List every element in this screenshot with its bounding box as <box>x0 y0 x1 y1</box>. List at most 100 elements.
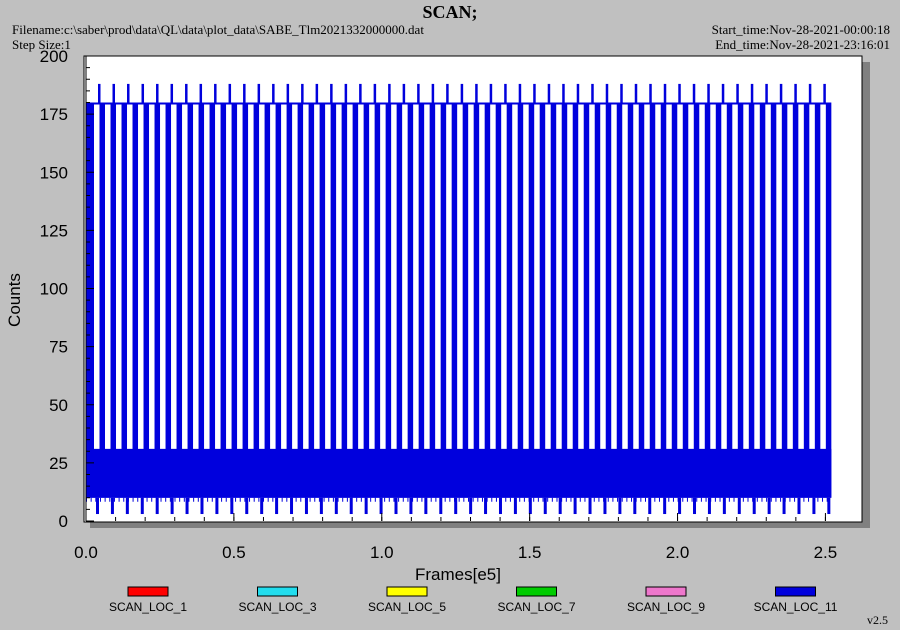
series-noise-tick <box>686 497 688 502</box>
series-gap <box>105 104 111 449</box>
series-noise-tick <box>351 497 353 502</box>
series-spike <box>243 83 246 103</box>
series-noise-tick <box>263 497 265 502</box>
series-noise-tick <box>677 497 679 502</box>
series-spike <box>286 83 290 103</box>
series-floor-tick <box>528 497 532 515</box>
series-spike <box>315 83 319 103</box>
series-noise-tick <box>430 497 432 502</box>
series-noise-tick <box>752 497 754 502</box>
series-floor-tick <box>200 497 204 515</box>
legend-swatch <box>645 586 687 597</box>
series-spike <box>446 83 449 103</box>
series-noise-tick <box>738 497 740 502</box>
axes-layer: 0 25 50 75 100 125 150 175 200 0.0 0.5 1.0 1.5 2.0 2.5 <box>40 47 838 562</box>
legend: SCAN_LOC_1 SCAN_LOC_3 SCAN_LOC_5 SCAN_LOC_7… <box>109 586 838 614</box>
series-noise-tick <box>645 497 647 502</box>
series-floor-tick <box>319 497 323 515</box>
series-noise-tick <box>658 497 660 502</box>
x-tick-label: 0.5 <box>222 543 246 562</box>
series-noise-tick <box>370 497 372 502</box>
series-noise-tick <box>780 497 782 502</box>
legend-entry: SCAN_LOC_5 <box>368 600 446 614</box>
series-gap <box>413 104 419 449</box>
series-noise-tick <box>440 497 442 502</box>
series-spike <box>634 83 638 103</box>
series-floor-tick <box>618 497 622 515</box>
series-noise-tick <box>342 497 344 502</box>
filename-label: Filename:c:\saber\prod\data\QL\data\plot… <box>12 22 424 37</box>
series-gap <box>424 104 430 449</box>
series-spike <box>489 83 493 103</box>
series-noise-tick <box>444 497 446 502</box>
series-spike <box>359 83 362 103</box>
series-floor-tick <box>245 497 249 515</box>
series-noise-tick <box>155 497 157 502</box>
series-floor-tick <box>409 497 413 515</box>
legend-swatch <box>516 586 557 597</box>
series-noise-tick <box>635 497 637 502</box>
series-spike <box>504 83 507 103</box>
series-floor-tick <box>633 497 637 515</box>
series-noise-tick <box>193 497 195 502</box>
series-gap <box>468 104 474 449</box>
series-noise-tick <box>649 497 651 502</box>
series-gap <box>743 104 749 449</box>
series-noise-tick <box>458 497 460 502</box>
series-floor-tick <box>513 497 517 515</box>
series-gap <box>677 104 683 449</box>
series-noise-tick <box>323 497 325 502</box>
series-noise-tick <box>467 497 469 502</box>
series-noise-tick <box>90 497 92 502</box>
series-gap <box>523 104 529 449</box>
series-gap <box>721 104 727 449</box>
series-floor-tick <box>678 497 682 515</box>
series-gap <box>336 104 342 449</box>
series-spike <box>460 83 464 103</box>
series-floor-tick <box>648 497 652 515</box>
series-floor-tick <box>424 497 428 515</box>
series-noise-tick <box>216 497 218 502</box>
series-gap <box>501 104 507 449</box>
series-gap <box>391 104 397 449</box>
series-gap <box>380 104 386 449</box>
series-floor-tick <box>170 497 174 515</box>
series-spike <box>765 83 768 103</box>
series-floor-tick <box>439 497 443 515</box>
series-floor-tick <box>782 497 786 515</box>
series-noise-tick <box>640 497 642 502</box>
series-spike <box>692 83 696 103</box>
series-noise-tick <box>705 497 707 502</box>
series-gap <box>248 104 254 449</box>
legend-entry: SCAN_LOC_7 <box>497 600 575 614</box>
series-spike <box>576 83 580 103</box>
series-noise-tick <box>742 497 744 502</box>
series-noise-tick <box>332 497 334 502</box>
series-noise-tick <box>388 497 390 502</box>
version-label: v2.5 <box>867 613 888 627</box>
series-gap <box>138 104 144 449</box>
x-axis-label: Frames[e5] <box>415 565 501 584</box>
legend-swatch <box>775 586 816 597</box>
series-noise-tick <box>365 497 367 502</box>
series-noise-tick <box>691 497 693 502</box>
y-tick-label: 200 <box>40 47 68 66</box>
series-floor-tick <box>379 497 383 515</box>
series-noise-tick <box>104 497 106 502</box>
series-floor-tick <box>722 497 726 515</box>
legend-entry: SCAN_LOC_9 <box>627 600 705 614</box>
series-spike <box>228 83 232 103</box>
series-floor-tick <box>558 497 562 515</box>
series-noise-tick <box>551 497 553 502</box>
legend-entry: SCAN_LOC_3 <box>238 600 316 614</box>
series-floor-tick <box>290 497 294 515</box>
series-gap <box>809 104 815 449</box>
series-noise-tick <box>360 497 362 502</box>
series-noise-tick <box>244 497 246 502</box>
series-gap <box>534 104 540 449</box>
series-noise-tick <box>495 497 497 502</box>
series-gap <box>479 104 485 449</box>
series-gap <box>688 104 694 449</box>
series-spike <box>533 83 536 103</box>
